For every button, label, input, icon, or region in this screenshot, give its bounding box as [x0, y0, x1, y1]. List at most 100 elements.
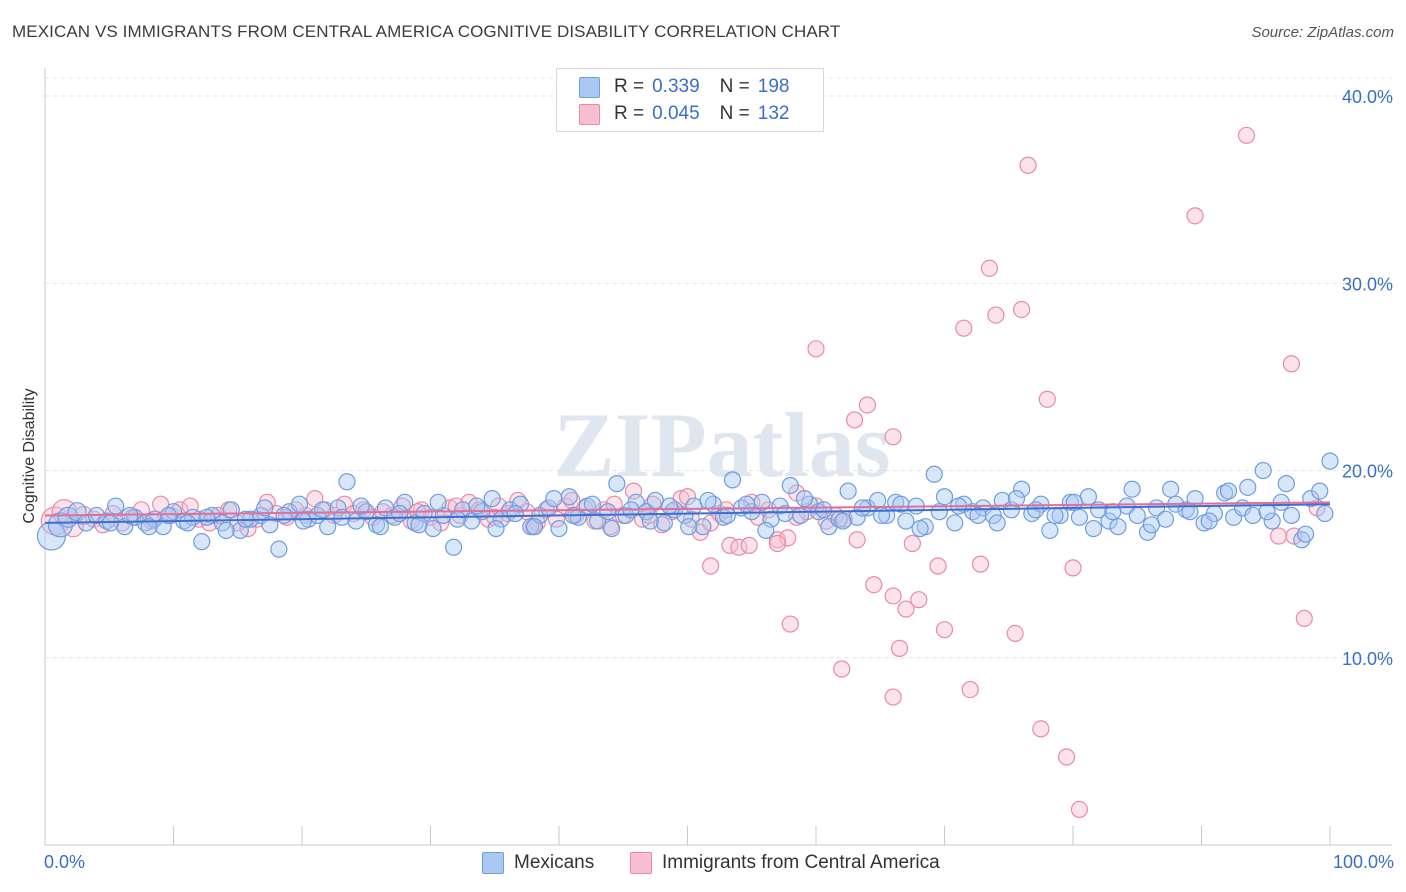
immigrants-point — [833, 660, 851, 678]
immigrants-point — [890, 639, 909, 657]
immigrants-trend-line — [44, 501, 1331, 517]
legend-n-label: N = — [719, 103, 750, 124]
immigrants-point — [848, 531, 866, 549]
axes — [44, 68, 1392, 846]
mexicans-point — [1007, 489, 1026, 508]
mexicans-point — [1100, 512, 1118, 530]
immigrants-point — [955, 319, 973, 337]
mexicans-point — [641, 512, 659, 530]
trend-lines — [44, 501, 1331, 524]
immigrants-point — [987, 306, 1005, 324]
mexicans-point — [545, 489, 563, 508]
mexicans-point — [294, 512, 312, 530]
mexicans-point — [550, 519, 568, 538]
mexicans-point — [738, 495, 756, 513]
mexicans-point — [1027, 501, 1045, 519]
y-tick-label: 40.0% — [1342, 87, 1393, 107]
x-tick-label-min: 0.0% — [44, 852, 86, 872]
immigrants-point — [1237, 126, 1256, 144]
mexicans-point — [217, 521, 235, 540]
mexicans-point — [396, 493, 414, 511]
mexicans-point — [834, 512, 852, 530]
mexicans-point — [680, 518, 698, 536]
mexicans-point — [660, 497, 679, 515]
immigrants-point — [845, 411, 864, 429]
immigrants-point — [1019, 156, 1037, 174]
mexicans-point — [319, 518, 337, 536]
mexicans-point — [290, 495, 309, 513]
mexicans-point — [1277, 475, 1295, 493]
immigrants-point — [781, 615, 799, 633]
bottom-legend-swatch-immigrants — [630, 852, 652, 874]
mexicans-point — [193, 533, 211, 551]
mexicans-trend-line — [44, 503, 1331, 524]
mexicans-point — [1128, 506, 1146, 525]
legend: R = 0.339 N = 198 R = 0.045 N = 132 — [556, 68, 824, 132]
mexicans-point — [448, 510, 467, 528]
mexicans-point — [429, 493, 447, 511]
legend-n-value: 198 — [757, 76, 790, 97]
mexicans-point — [892, 495, 910, 513]
immigrants-point — [1006, 624, 1024, 643]
immigrants-point — [1282, 355, 1301, 373]
immigrants-point — [678, 488, 697, 506]
mexicans-point — [154, 518, 172, 536]
watermark: ZIPatlas — [553, 394, 890, 496]
immigrants-point — [971, 555, 990, 573]
mexicans-point — [1046, 506, 1064, 525]
mexicans-point — [1090, 501, 1108, 519]
y-tick-labels: 10.0% 20.0% 30.0% 40.0% — [1342, 87, 1393, 669]
mexicans-point — [198, 508, 216, 526]
legend-r-value: 0.045 — [652, 103, 700, 124]
mexicans-point — [270, 540, 288, 558]
mexicans-point — [1065, 493, 1083, 511]
bottom-legend-mexicans: Mexicans — [482, 852, 594, 874]
immigrants-point — [807, 340, 825, 358]
immigrants-point — [961, 680, 979, 699]
mexicans-point — [723, 471, 742, 489]
immigrants-point — [884, 428, 902, 446]
mexicans-point — [179, 514, 197, 532]
mexicans-point — [1311, 482, 1329, 500]
y-tick-label: 20.0% — [1342, 462, 1393, 482]
mexicans-point — [839, 482, 857, 500]
legend-r-label: R = — [614, 76, 645, 97]
mexicans-point — [487, 519, 505, 538]
mexicans-point — [911, 519, 929, 538]
mexicans-point — [107, 497, 125, 515]
mexicans-point — [1162, 480, 1180, 498]
bottom-legend-label-immigrants: Immigrants from Central America — [662, 852, 940, 873]
immigrants-point — [858, 396, 877, 414]
bottom-legend-immigrants: Immigrants from Central America — [630, 852, 940, 874]
mexicans-point — [795, 489, 814, 508]
mexicans-point — [159, 506, 177, 525]
legend-n-value: 132 — [757, 103, 790, 124]
mexicans-point — [1321, 452, 1339, 470]
mexicans-point — [1200, 512, 1218, 530]
mexicans-point — [781, 476, 799, 495]
immigrants-point — [768, 534, 787, 553]
mexicans-point — [140, 518, 158, 536]
immigrants-point — [980, 259, 999, 277]
mexicans-point — [371, 518, 389, 536]
legend-row-immigrants: R = 0.045 N = 132 — [579, 102, 789, 126]
mexicans-point — [1109, 518, 1127, 536]
legend-r-value: 0.339 — [652, 76, 700, 97]
mexicans-point — [1084, 519, 1103, 538]
legend-swatch-mexicans — [579, 76, 600, 98]
mexicans-point — [897, 512, 915, 530]
immigrants-point — [884, 688, 902, 706]
mexicans-point — [560, 488, 578, 506]
mexicans-point — [655, 514, 673, 532]
mexicans-point — [1244, 506, 1262, 525]
mexicans-point — [511, 495, 530, 513]
mexicans-point — [1104, 503, 1122, 521]
mexicans-point — [1142, 516, 1160, 534]
immigrants-point — [865, 576, 883, 594]
immigrants-point — [779, 529, 797, 547]
mexicans-point — [608, 475, 626, 493]
mexicans-point — [525, 518, 544, 536]
immigrants-point — [1269, 527, 1288, 545]
immigrants-point — [1012, 300, 1031, 319]
